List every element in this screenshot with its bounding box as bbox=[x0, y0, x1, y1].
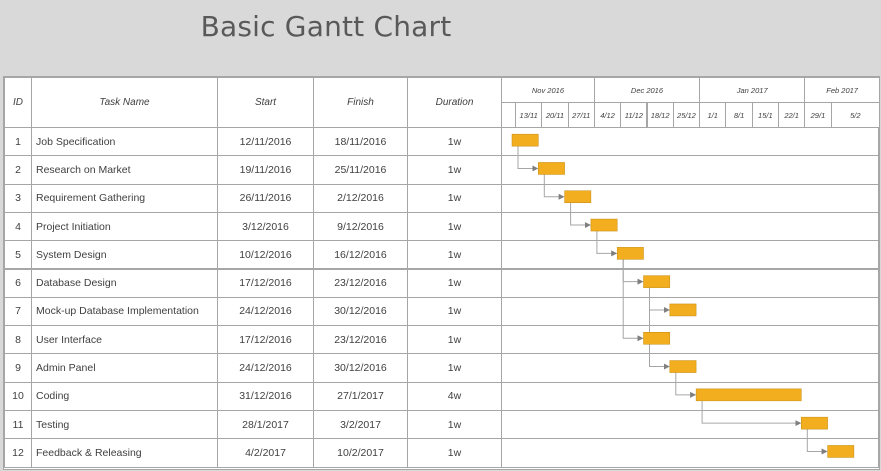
month-label: Nov 2016 bbox=[501, 77, 595, 103]
task-bar bbox=[669, 360, 697, 373]
task-start: 10/12/2016 bbox=[217, 240, 314, 270]
task-start: 4/2/2017 bbox=[217, 438, 314, 468]
task-duration: 1w bbox=[407, 410, 502, 440]
dependency-connector bbox=[649, 287, 670, 313]
dependency-connector bbox=[675, 372, 697, 398]
task-id: 3 bbox=[4, 183, 32, 213]
task-duration: 1w bbox=[407, 268, 502, 298]
header-duration: Duration bbox=[407, 77, 502, 128]
task-finish: 10/2/2017 bbox=[313, 438, 408, 468]
dependency-connector bbox=[517, 146, 539, 172]
task-bar bbox=[616, 247, 644, 260]
task-finish: 30/12/2016 bbox=[313, 353, 408, 383]
dependency-connector bbox=[622, 259, 644, 342]
timeline-row bbox=[501, 353, 879, 383]
task-duration: 1w bbox=[407, 296, 502, 327]
task-bar bbox=[669, 303, 697, 317]
task-duration: 1w bbox=[407, 211, 502, 242]
task-start: 19/11/2016 bbox=[217, 155, 314, 185]
task-finish: 9/12/2016 bbox=[313, 211, 408, 242]
task-id: 1 bbox=[4, 127, 32, 157]
task-start: 17/12/2016 bbox=[217, 325, 314, 355]
chart-title: Basic Gantt Chart bbox=[200, 10, 452, 43]
dependency-connector bbox=[596, 231, 618, 257]
week-label: 13/11 bbox=[515, 102, 543, 128]
week-label: 15/1 bbox=[751, 102, 779, 128]
task-id: 11 bbox=[4, 410, 32, 440]
task-bar bbox=[564, 190, 592, 203]
task-start: 3/12/2016 bbox=[217, 211, 314, 242]
task-bar bbox=[827, 445, 855, 458]
task-name: Project Initiation bbox=[31, 211, 218, 242]
month-label: Jan 2017 bbox=[699, 77, 806, 103]
timeline-row bbox=[501, 325, 879, 355]
task-duration: 1w bbox=[407, 353, 502, 383]
header-id: ID bbox=[4, 77, 32, 128]
task-finish: 18/11/2016 bbox=[313, 127, 408, 157]
dependency-connector bbox=[622, 259, 644, 285]
dependency-connector bbox=[570, 202, 591, 229]
timeline-row bbox=[501, 438, 879, 468]
task-start: 24/12/2016 bbox=[217, 296, 314, 327]
dependency-connector bbox=[649, 287, 670, 370]
task-name: Testing bbox=[31, 410, 218, 440]
task-bar bbox=[643, 275, 671, 288]
gantt-bars-layer bbox=[511, 133, 855, 458]
task-bar bbox=[511, 133, 539, 147]
task-start: 12/11/2016 bbox=[217, 127, 314, 157]
task-id: 5 bbox=[4, 240, 32, 270]
gantt-frame: ID Task Name Start Finish Duration Nov 2016 De… bbox=[3, 76, 880, 470]
task-bar bbox=[643, 332, 671, 345]
task-finish: 2/12/2016 bbox=[313, 183, 408, 213]
task-name: Database Design bbox=[31, 268, 218, 298]
task-id: 12 bbox=[4, 438, 32, 468]
dependency-connector bbox=[543, 174, 565, 200]
task-finish: 23/12/2016 bbox=[313, 268, 408, 298]
timeline-row bbox=[501, 240, 879, 270]
timeline-row bbox=[501, 127, 879, 157]
dependency-connector bbox=[701, 400, 802, 427]
task-finish: 23/12/2016 bbox=[313, 325, 408, 355]
header-start: Start bbox=[217, 77, 314, 128]
task-duration: 1w bbox=[407, 438, 502, 468]
task-start: 24/12/2016 bbox=[217, 353, 314, 383]
month-label: Feb 2017 bbox=[804, 77, 880, 103]
task-finish: 3/2/2017 bbox=[313, 410, 408, 440]
task-bar bbox=[538, 162, 565, 175]
task-bar bbox=[801, 416, 828, 430]
task-bar bbox=[695, 388, 802, 402]
task-duration: 1w bbox=[407, 183, 502, 213]
dependency-connector bbox=[806, 429, 828, 455]
task-finish: 16/12/2016 bbox=[313, 240, 408, 270]
task-bar bbox=[590, 218, 618, 232]
task-name: Job Specification bbox=[31, 127, 218, 157]
